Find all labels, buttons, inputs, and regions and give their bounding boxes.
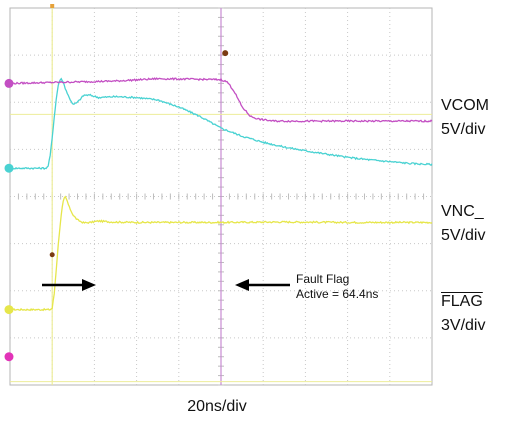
markers: [4, 4, 229, 362]
trace-vnc: [9, 77, 433, 170]
vcom-scale-label: 5V/div: [441, 121, 486, 138]
ground-marker-vnc: [4, 163, 14, 173]
cursors: [10, 8, 432, 385]
ground-marker-flag: [4, 78, 14, 88]
traces: [9, 77, 433, 312]
trigger-position-marker: [50, 4, 55, 8]
flag-channel-label: FLAG: [441, 293, 483, 310]
fault-flag-annotation-line1: Fault Flag: [296, 272, 350, 286]
vnc-channel-label: VNC_: [441, 203, 484, 220]
flag-scale-label: 3V/div: [441, 317, 486, 334]
trace-vcom: [9, 195, 433, 312]
trigger-arrow: [42, 279, 96, 291]
fault-flag-arrow: [235, 279, 290, 291]
vcom-channel-label: VCOM: [441, 97, 489, 114]
fault-flag-annotation-line2: Active = 64.4ns: [296, 287, 379, 301]
flag-trace-marker: [49, 252, 55, 258]
vnc-scale-label: 5V/div: [441, 227, 486, 244]
ground-marker-vcom: [4, 305, 14, 315]
timebase-label: 20ns/div: [187, 398, 247, 415]
trace-flag: [9, 77, 433, 123]
reference-marker: [4, 352, 14, 362]
vcom-trace-marker: [222, 50, 229, 57]
